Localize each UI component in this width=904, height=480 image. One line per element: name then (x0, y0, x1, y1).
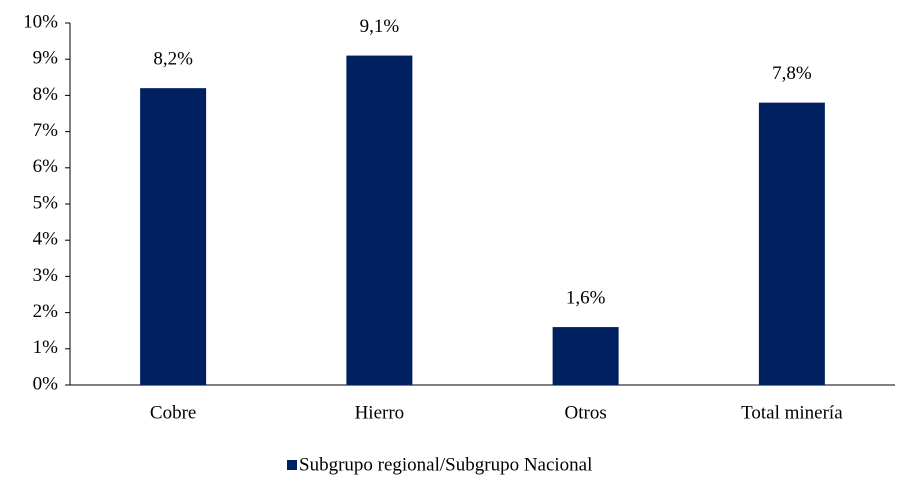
y-tick-label: 3% (33, 265, 59, 286)
y-tick-label: 5% (33, 192, 59, 213)
x-tick-label: Otros (565, 402, 607, 423)
y-tick-label: 4% (33, 229, 59, 250)
y-tick-label: 10% (23, 11, 58, 32)
bar (758, 102, 825, 385)
x-tick-label: Hierro (355, 402, 405, 423)
value-label: 1,6% (566, 287, 606, 308)
y-tick-label: 8% (33, 84, 59, 105)
value-label: 8,2% (153, 49, 193, 70)
x-tick-label: Total minería (741, 402, 843, 423)
value-label: 7,8% (772, 63, 812, 84)
legend-swatch (287, 460, 297, 470)
legend-label: Subgrupo regional/Subgrupo Nacional (299, 454, 592, 475)
x-tick-label: Cobre (150, 402, 196, 423)
y-tick-label: 2% (33, 301, 59, 322)
bar (346, 55, 413, 385)
y-tick-label: 1% (33, 337, 59, 358)
y-tick-label: 9% (33, 48, 59, 69)
y-tick-label: 7% (33, 120, 59, 141)
y-tick-label: 6% (33, 156, 59, 177)
y-tick-label: 0% (33, 373, 59, 394)
value-label: 9,1% (360, 16, 400, 37)
bar (140, 88, 207, 385)
bar (552, 327, 619, 385)
